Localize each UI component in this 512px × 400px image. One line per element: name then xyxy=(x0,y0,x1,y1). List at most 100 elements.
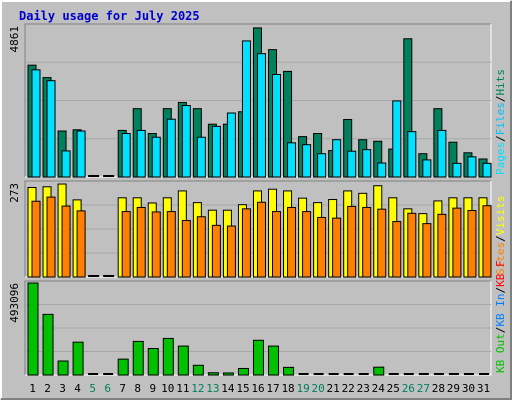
legend-entry: / xyxy=(494,135,507,142)
x-tick-label: 31 xyxy=(477,382,490,395)
bar-empty xyxy=(433,373,444,375)
x-tick-label: 24 xyxy=(372,382,386,395)
x-tick-label: 20 xyxy=(312,382,325,395)
bar-empty xyxy=(103,275,115,277)
x-tick-label: 16 xyxy=(251,382,264,395)
bar-sites xyxy=(166,211,176,278)
bar-files xyxy=(121,133,131,178)
bar-sites xyxy=(422,223,432,278)
x-tick-label: 18 xyxy=(281,382,294,395)
bar-empty xyxy=(478,373,489,375)
legend-entry: / xyxy=(494,96,507,103)
bar-empty xyxy=(88,175,100,177)
bar-kb-out xyxy=(57,360,69,376)
x-tick-label: 14 xyxy=(221,382,235,395)
bar-sites xyxy=(211,224,221,278)
bar-kb-out xyxy=(252,339,264,376)
legend-entry: Visits xyxy=(494,196,507,236)
bar-sites xyxy=(392,221,402,278)
bar-sites xyxy=(256,201,266,278)
legend-entry: Files xyxy=(494,102,507,135)
bar-files xyxy=(211,125,221,178)
plot-bevel-dark xyxy=(24,23,491,177)
bar-sites xyxy=(241,208,251,278)
x-tick-label: 7 xyxy=(119,382,126,395)
bar-files xyxy=(437,129,447,178)
x-tick-label: 15 xyxy=(236,382,249,395)
legend-entry: KB F xyxy=(494,260,507,287)
bar-empty xyxy=(88,275,100,277)
x-tick-label: 22 xyxy=(342,382,355,395)
bar-files xyxy=(76,130,86,178)
bar-kb-out xyxy=(373,366,385,376)
bar-files xyxy=(422,159,432,178)
bar-files xyxy=(272,73,282,178)
bar-files xyxy=(362,149,372,178)
bar-kb-out xyxy=(27,282,39,376)
bar-sites xyxy=(61,205,71,278)
bar-sites xyxy=(151,211,161,278)
bar-sites xyxy=(46,196,56,278)
bar-sites xyxy=(136,206,146,278)
bar-files xyxy=(61,150,71,178)
x-tick-label: 11 xyxy=(176,382,189,395)
bar-kb-out xyxy=(207,372,219,376)
bar-sites xyxy=(482,205,492,278)
x-tick-label: 19 xyxy=(296,382,309,395)
x-tick-label: 12 xyxy=(191,382,204,395)
x-tick-label: 17 xyxy=(266,382,279,395)
bar-files xyxy=(392,100,402,178)
bar-sites xyxy=(467,210,477,278)
x-tick-label: 6 xyxy=(104,382,111,395)
legend-entry: / xyxy=(494,287,507,294)
chart-title: Daily usage for July 2025 xyxy=(19,9,200,23)
bar-sites xyxy=(287,206,297,278)
x-tick-label: 29 xyxy=(447,382,460,395)
bar-empty xyxy=(403,373,414,375)
x-tick-label: 10 xyxy=(161,382,174,395)
bar-files xyxy=(407,131,417,178)
legend: Sites/Visits xyxy=(494,196,507,276)
bar-sites xyxy=(317,216,327,278)
bar-sites xyxy=(226,225,236,278)
bar-files xyxy=(31,69,41,178)
x-tick-label: 2 xyxy=(44,382,51,395)
bar-empty xyxy=(343,373,354,375)
bar-files xyxy=(166,118,176,178)
bar-kb-out xyxy=(192,364,204,376)
bar-sites xyxy=(437,213,447,278)
x-tick-label: 21 xyxy=(327,382,340,395)
bar-kb-out xyxy=(147,348,159,376)
bar-files xyxy=(256,53,266,178)
legend: Pages/Files/Hits xyxy=(494,69,507,175)
bar-sites xyxy=(302,211,312,278)
bar-sites xyxy=(332,217,342,278)
bar-empty xyxy=(313,373,324,375)
legend-entry: Hits xyxy=(494,69,507,96)
bar-sites xyxy=(196,216,206,278)
bar-files xyxy=(332,139,342,178)
bar-files xyxy=(482,162,492,178)
bar-files xyxy=(467,156,477,178)
bar-sites xyxy=(362,206,372,278)
legend-entry: Pages xyxy=(494,142,507,175)
bar-empty xyxy=(358,373,369,375)
bar-sites xyxy=(452,207,462,278)
bar-sites xyxy=(272,211,282,278)
scale-label: 493096 xyxy=(8,283,21,323)
bar-sites xyxy=(76,210,86,278)
x-tick-label: 13 xyxy=(206,382,219,395)
x-tick-label: 25 xyxy=(387,382,400,395)
x-tick-label: 5 xyxy=(89,382,96,395)
bar-empty xyxy=(388,373,399,375)
bar-sites xyxy=(31,200,41,278)
bar-files xyxy=(317,153,327,178)
bar-sites xyxy=(347,205,357,278)
x-axis-labels: 1 2 3 4 5 6 7 8 9 10 11 12 13 14 15 16 17 18 19 20 21 22 23 24 2… xyxy=(29,382,490,395)
bar-kb-out xyxy=(132,340,144,376)
visits-panel: 273 Sites/Visits xyxy=(8,180,507,278)
bar-kb-out xyxy=(42,313,54,376)
